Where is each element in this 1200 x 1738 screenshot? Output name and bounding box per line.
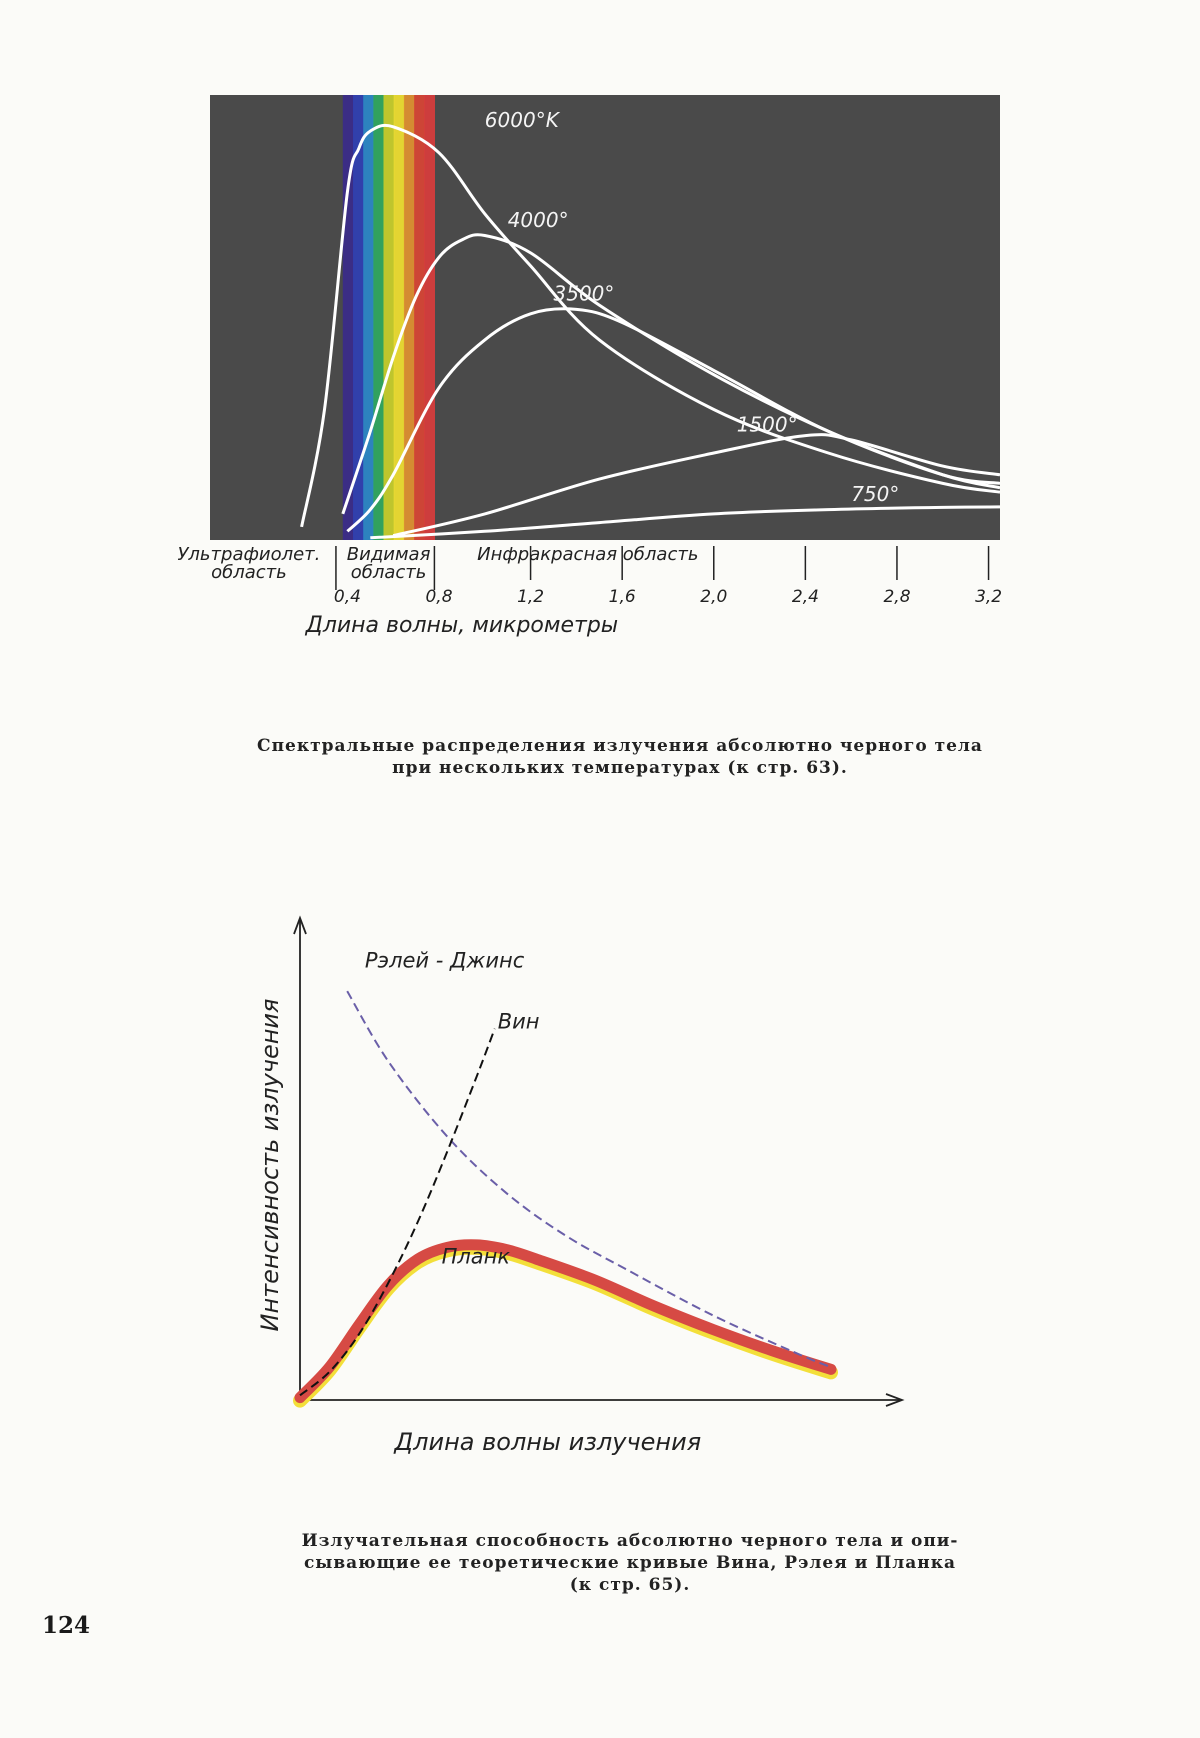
planck-curve — [300, 1245, 831, 1398]
x-axis-label: Длина волны, микрометры — [305, 613, 619, 638]
x-tick-label: 2,4 — [792, 587, 819, 607]
spectrum-stripe — [363, 95, 374, 540]
page-number: 124 — [42, 1612, 90, 1639]
curve-label: 3500° — [554, 282, 615, 306]
x-tick-label: 1,6 — [609, 587, 636, 607]
dashed-curve — [347, 991, 831, 1367]
x-tick-label: 1,2 — [517, 587, 544, 607]
figure2-caption-line: Излучательная способность абсолютно черн… — [280, 1530, 980, 1552]
curve-label: Планк — [442, 1245, 511, 1269]
y-axis-label: Интенсивность излучения — [256, 999, 284, 1332]
figure1-caption-line: Спектральные распределения излучения абс… — [230, 735, 1010, 757]
x-axis-label: Длина волны излучения — [393, 1428, 701, 1456]
figure2-caption-line: (к стр. 65). — [280, 1574, 980, 1596]
figure2-caption-line: сывающие ее теоретические кривые Вина, Р… — [280, 1552, 980, 1574]
figure1-caption-line: при нескольких температурах (к стр. 63). — [230, 757, 1010, 779]
theoretical-curves-chart: Рэлей - Джинс Вин Планк Длина волны излучен… — [260, 895, 980, 1495]
figure2-caption: Излучательная способность абсолютно черн… — [280, 1530, 980, 1596]
x-tick-label: 0,8 — [425, 587, 452, 607]
blackbody-spectrum-figure: 6000°K4000°3500°1500°750°Ультрафиолет.об… — [210, 95, 1010, 725]
x-tick-label: 0,4 — [334, 587, 361, 607]
x-tick-label: 2,8 — [883, 587, 910, 607]
dashed-curve — [300, 1029, 495, 1396]
region-label: область — [211, 562, 287, 583]
spectrum-stripe — [414, 95, 425, 540]
theoretical-curves-figure: Рэлей - Джинс Вин Планк Длина волны излучен… — [260, 895, 980, 1495]
curve-label: Вин — [498, 1010, 540, 1034]
region-label: Инфракрасная область — [477, 544, 698, 565]
curve-label: 6000°K — [485, 108, 561, 132]
curve-label: Рэлей - Джинс — [365, 949, 525, 973]
spectrum-stripe — [404, 95, 415, 540]
figure1-caption: Спектральные распределения излучения абс… — [230, 735, 1010, 779]
curve-label: 750° — [851, 482, 899, 506]
x-tick-label: 2,0 — [700, 587, 727, 607]
spectrum-stripe — [373, 95, 384, 540]
spectrum-stripe — [424, 95, 435, 540]
blackbody-spectrum-chart: 6000°K4000°3500°1500°750°Ультрафиолет.об… — [210, 95, 1010, 725]
curve-label: 1500° — [737, 412, 798, 436]
x-tick-label: 3,2 — [975, 587, 1002, 607]
curve-label: 4000° — [508, 208, 569, 232]
spectrum-stripe — [353, 95, 364, 540]
region-label: область — [351, 562, 427, 583]
plot-background — [210, 95, 1000, 540]
